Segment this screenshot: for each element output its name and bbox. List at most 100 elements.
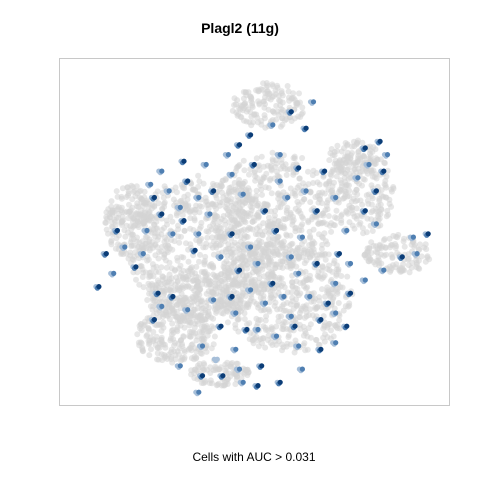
high-auc-cell-point	[230, 346, 239, 354]
background-cell-point	[163, 282, 170, 289]
background-cell-point	[261, 286, 268, 293]
background-cell-point	[229, 107, 236, 114]
background-cell-point	[242, 367, 249, 374]
background-cell-point	[424, 253, 431, 260]
background-cell-point	[333, 163, 340, 170]
background-cell-point	[187, 333, 194, 340]
background-cell-point	[181, 227, 188, 234]
background-cell-point	[144, 234, 151, 240]
background-cell-point	[240, 157, 247, 164]
background-cell-point	[279, 121, 286, 128]
background-cell-point	[143, 333, 150, 340]
background-cell-point	[195, 274, 202, 281]
background-cell-point	[252, 177, 259, 184]
background-cell-point	[173, 212, 180, 219]
background-cell-point	[130, 242, 137, 249]
background-cell-point	[154, 350, 161, 357]
high-auc-cell-point	[196, 343, 206, 351]
background-cell-point	[159, 273, 166, 280]
high-auc-cell-point	[296, 234, 305, 242]
background-cell-point	[161, 290, 168, 296]
background-cell-point	[271, 252, 278, 259]
background-cell-point	[257, 178, 264, 185]
background-cell-point	[299, 221, 306, 228]
background-cell-point	[423, 246, 430, 253]
high-auc-cell-point	[230, 310, 239, 318]
background-cell-point	[328, 188, 334, 195]
background-cell-point	[153, 299, 160, 305]
background-cell-point	[273, 116, 280, 123]
background-cell-point	[255, 88, 262, 95]
background-cell-point	[171, 267, 178, 274]
background-cell-point	[231, 102, 238, 109]
background-cell-point	[232, 321, 239, 328]
background-cell-point	[121, 209, 128, 216]
background-cell-point	[204, 234, 211, 241]
high-auc-cell-point	[374, 138, 383, 146]
background-cell-point	[338, 148, 345, 155]
background-cell-point	[118, 204, 125, 211]
high-auc-cell-point	[274, 379, 283, 387]
background-cell-point	[224, 359, 231, 366]
background-cell-point	[387, 267, 394, 274]
background-cell-point	[241, 310, 248, 317]
background-cell-point	[124, 184, 131, 191]
background-cell-point	[256, 237, 262, 244]
background-cell-point	[241, 316, 248, 322]
background-cell-point	[308, 298, 315, 305]
background-cell-point	[161, 224, 168, 231]
background-cell-point	[269, 287, 276, 294]
background-cell-point	[155, 321, 162, 328]
background-cell-point	[278, 239, 285, 246]
background-cell-point	[148, 205, 155, 212]
background-cell-point	[218, 310, 225, 316]
background-cell-point	[203, 348, 210, 355]
high-auc-cell-point	[370, 221, 379, 228]
high-auc-cell-point	[407, 234, 416, 242]
background-cell-point	[417, 241, 423, 248]
background-cell-point	[284, 204, 291, 211]
high-auc-cell-point	[193, 194, 202, 202]
background-cell-point	[275, 92, 282, 99]
background-cell-point	[232, 276, 239, 283]
background-cell-point	[334, 142, 341, 149]
high-auc-cell-point	[252, 260, 261, 268]
background-cell-point	[188, 329, 195, 336]
high-auc-cell-point	[111, 227, 120, 235]
high-auc-cell-point	[196, 373, 206, 380]
background-cell-point	[309, 243, 316, 250]
background-cell-point	[216, 284, 223, 291]
background-cell-point	[386, 200, 393, 207]
background-cell-point	[267, 96, 274, 103]
background-cell-point	[346, 187, 352, 194]
background-cell-point	[125, 190, 132, 197]
high-auc-cell-point	[259, 300, 268, 308]
background-cell-point	[222, 175, 229, 182]
background-cell-point	[291, 153, 298, 160]
background-cell-point	[281, 307, 287, 314]
background-cell-point	[167, 213, 174, 220]
background-cell-point	[176, 299, 183, 306]
background-cell-point	[160, 194, 167, 201]
background-cell-point	[370, 243, 377, 249]
background-cell-point	[179, 184, 186, 191]
background-cell-point	[276, 97, 282, 104]
background-cell-point	[242, 279, 248, 286]
high-auc-cell-point	[241, 326, 250, 334]
background-cell-point	[287, 261, 294, 268]
background-cell-point	[310, 167, 317, 174]
background-cell-point	[275, 313, 282, 320]
background-cell-point	[238, 208, 245, 215]
chart-title: Plagl2 (11g)	[201, 20, 279, 36]
background-cell-point	[139, 274, 146, 280]
background-cell-point	[149, 282, 156, 289]
high-auc-cell-point	[182, 178, 191, 186]
high-auc-cell-point	[145, 181, 154, 189]
background-cell-point	[185, 246, 192, 253]
high-auc-cell-point	[381, 152, 391, 159]
background-cell-point	[264, 254, 271, 261]
background-cell-point	[175, 233, 182, 240]
background-cell-point	[225, 284, 232, 291]
background-cell-point	[193, 337, 200, 344]
